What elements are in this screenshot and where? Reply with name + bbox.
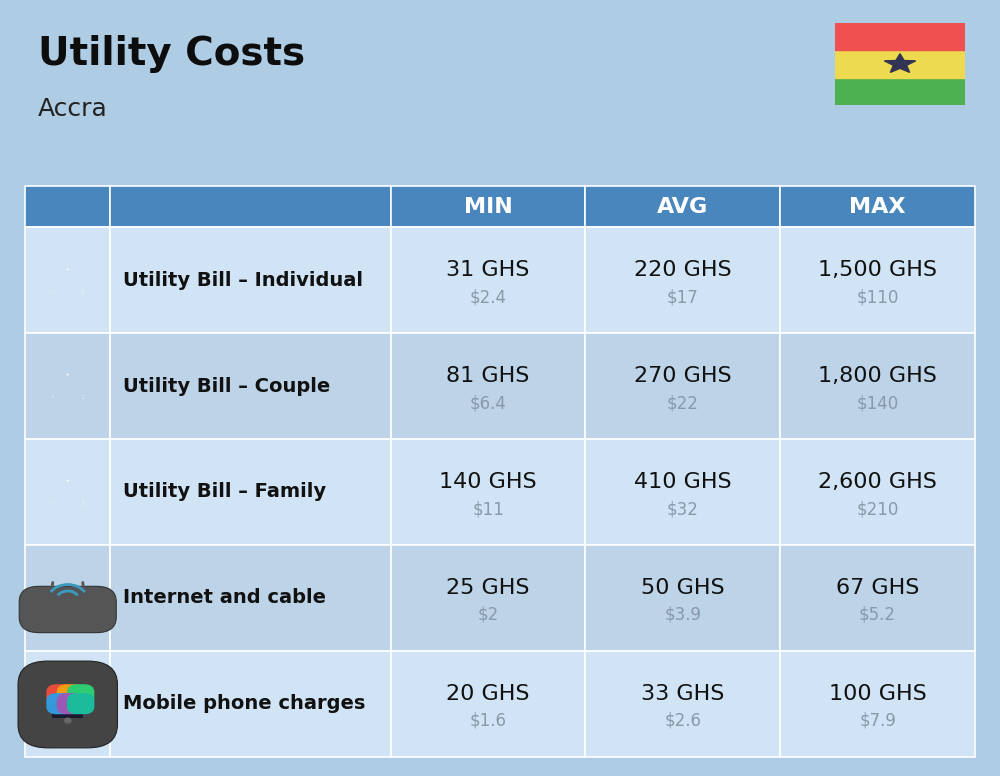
Text: ⚡: ⚡	[51, 289, 54, 293]
Polygon shape	[884, 54, 916, 72]
Text: ✦: ✦	[66, 479, 69, 483]
Text: 20 GHS: 20 GHS	[446, 684, 530, 704]
Text: 220 GHS: 220 GHS	[634, 260, 732, 280]
Text: 💧: 💧	[82, 289, 84, 293]
Text: $2: $2	[478, 606, 499, 624]
Text: 100 GHS: 100 GHS	[829, 684, 926, 704]
Text: ✦: ✦	[66, 268, 69, 272]
FancyBboxPatch shape	[61, 381, 105, 414]
Text: $210: $210	[856, 500, 899, 518]
FancyBboxPatch shape	[45, 252, 91, 286]
Text: MIN: MIN	[464, 197, 512, 217]
FancyBboxPatch shape	[61, 487, 105, 520]
Text: $110: $110	[856, 289, 899, 307]
Text: 💧: 💧	[82, 501, 84, 505]
Bar	[835, 23, 965, 50]
Text: Mobile phone charges: Mobile phone charges	[123, 695, 366, 713]
Bar	[835, 50, 965, 78]
FancyBboxPatch shape	[31, 275, 74, 308]
Text: AVG: AVG	[657, 197, 708, 217]
FancyBboxPatch shape	[45, 464, 91, 497]
Text: 81 GHS: 81 GHS	[446, 366, 530, 386]
Text: Internet and cable: Internet and cable	[123, 588, 326, 608]
Text: Utility Costs: Utility Costs	[38, 35, 305, 73]
Text: $140: $140	[856, 394, 899, 412]
Text: Accra: Accra	[38, 97, 108, 121]
Text: $22: $22	[667, 394, 699, 412]
Text: Utility Bill – Couple: Utility Bill – Couple	[123, 376, 331, 396]
Text: 67 GHS: 67 GHS	[836, 577, 919, 598]
Text: Utility Bill – Family: Utility Bill – Family	[123, 483, 327, 501]
Text: 💧: 💧	[82, 395, 84, 400]
Text: $32: $32	[667, 500, 699, 518]
Text: 2,600 GHS: 2,600 GHS	[818, 472, 937, 492]
Text: 33 GHS: 33 GHS	[641, 684, 725, 704]
FancyBboxPatch shape	[61, 275, 105, 308]
Bar	[835, 78, 965, 105]
Text: ✦: ✦	[66, 373, 69, 377]
Text: 270 GHS: 270 GHS	[634, 366, 732, 386]
Text: $3.9: $3.9	[664, 606, 701, 624]
Text: ⚡: ⚡	[51, 501, 54, 505]
Text: ⚡: ⚡	[51, 395, 54, 400]
Text: $11: $11	[472, 500, 504, 518]
FancyBboxPatch shape	[31, 381, 74, 414]
Text: 1,500 GHS: 1,500 GHS	[818, 260, 937, 280]
Text: MAX: MAX	[849, 197, 906, 217]
Text: 140 GHS: 140 GHS	[439, 472, 537, 492]
Text: 25 GHS: 25 GHS	[446, 577, 530, 598]
Text: 410 GHS: 410 GHS	[634, 472, 732, 492]
Text: 1,800 GHS: 1,800 GHS	[818, 366, 937, 386]
Text: $17: $17	[667, 289, 699, 307]
Text: $5.2: $5.2	[859, 606, 896, 624]
FancyBboxPatch shape	[31, 487, 74, 520]
Text: 50 GHS: 50 GHS	[641, 577, 725, 598]
Text: $1.6: $1.6	[470, 712, 507, 729]
Text: 31 GHS: 31 GHS	[446, 260, 530, 280]
Text: ·: ·	[67, 598, 69, 602]
Text: $2.4: $2.4	[470, 289, 507, 307]
Text: $6.4: $6.4	[470, 394, 507, 412]
Text: $7.9: $7.9	[859, 712, 896, 729]
Text: Utility Bill – Individual: Utility Bill – Individual	[123, 271, 364, 289]
FancyBboxPatch shape	[45, 359, 91, 392]
Text: $2.6: $2.6	[664, 712, 701, 729]
